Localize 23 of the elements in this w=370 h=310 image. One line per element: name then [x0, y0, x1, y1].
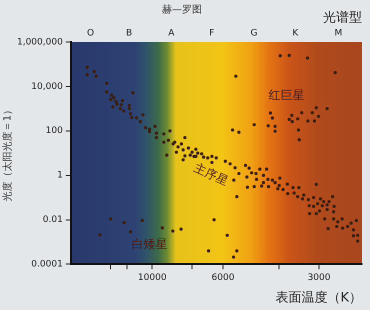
y-tick-label: 0.01	[42, 215, 63, 226]
text: A	[168, 28, 176, 38]
x-tick-label: 3000	[308, 272, 331, 283]
x-tick-label: 6000	[212, 272, 235, 283]
annotation: 白矮星	[131, 237, 168, 252]
text: O	[87, 28, 94, 38]
text: K	[292, 28, 300, 38]
text: B	[126, 28, 132, 38]
y-tick-label: 0.0001	[31, 260, 63, 270]
x-axis-title: 表面温度（K）	[275, 289, 362, 306]
text: 光谱型	[323, 10, 362, 26]
y-axis-title: 光度（太阳光度＝1）	[2, 104, 14, 202]
text: G	[250, 28, 258, 38]
annotation: 主序星	[192, 160, 230, 188]
text: M	[334, 28, 342, 38]
y-tick-label: 1,000,000	[16, 37, 64, 48]
chart-title: 赫—罗图	[162, 4, 202, 16]
y-tick-label: 100	[46, 126, 64, 136]
y-tick-label: 10,000	[31, 82, 64, 92]
annotation: 红巨星	[268, 88, 304, 102]
y-tick-label: 1	[57, 170, 63, 181]
text: F	[209, 28, 214, 38]
x-tick-label: 10000	[138, 272, 167, 283]
